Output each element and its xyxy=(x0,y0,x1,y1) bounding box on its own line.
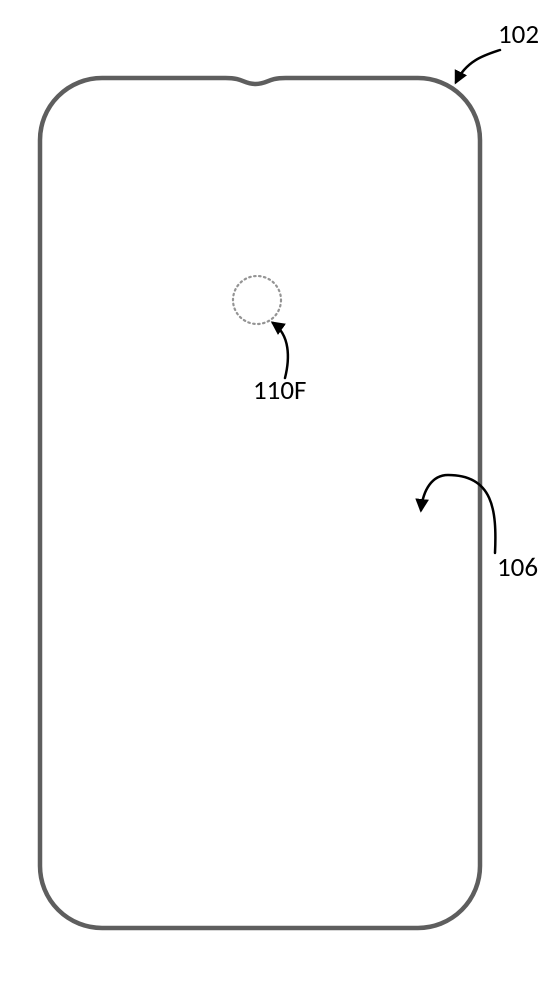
phone-outline xyxy=(40,78,480,928)
label-ref_110F: 110F xyxy=(253,374,306,407)
sensor-dot xyxy=(233,276,281,324)
leader-to_106 xyxy=(421,475,495,553)
label-ref_102: 102 xyxy=(498,18,539,51)
leader-to_102 xyxy=(456,50,500,82)
leader-to_110F xyxy=(273,323,288,378)
label-ref_106: 106 xyxy=(497,551,538,584)
